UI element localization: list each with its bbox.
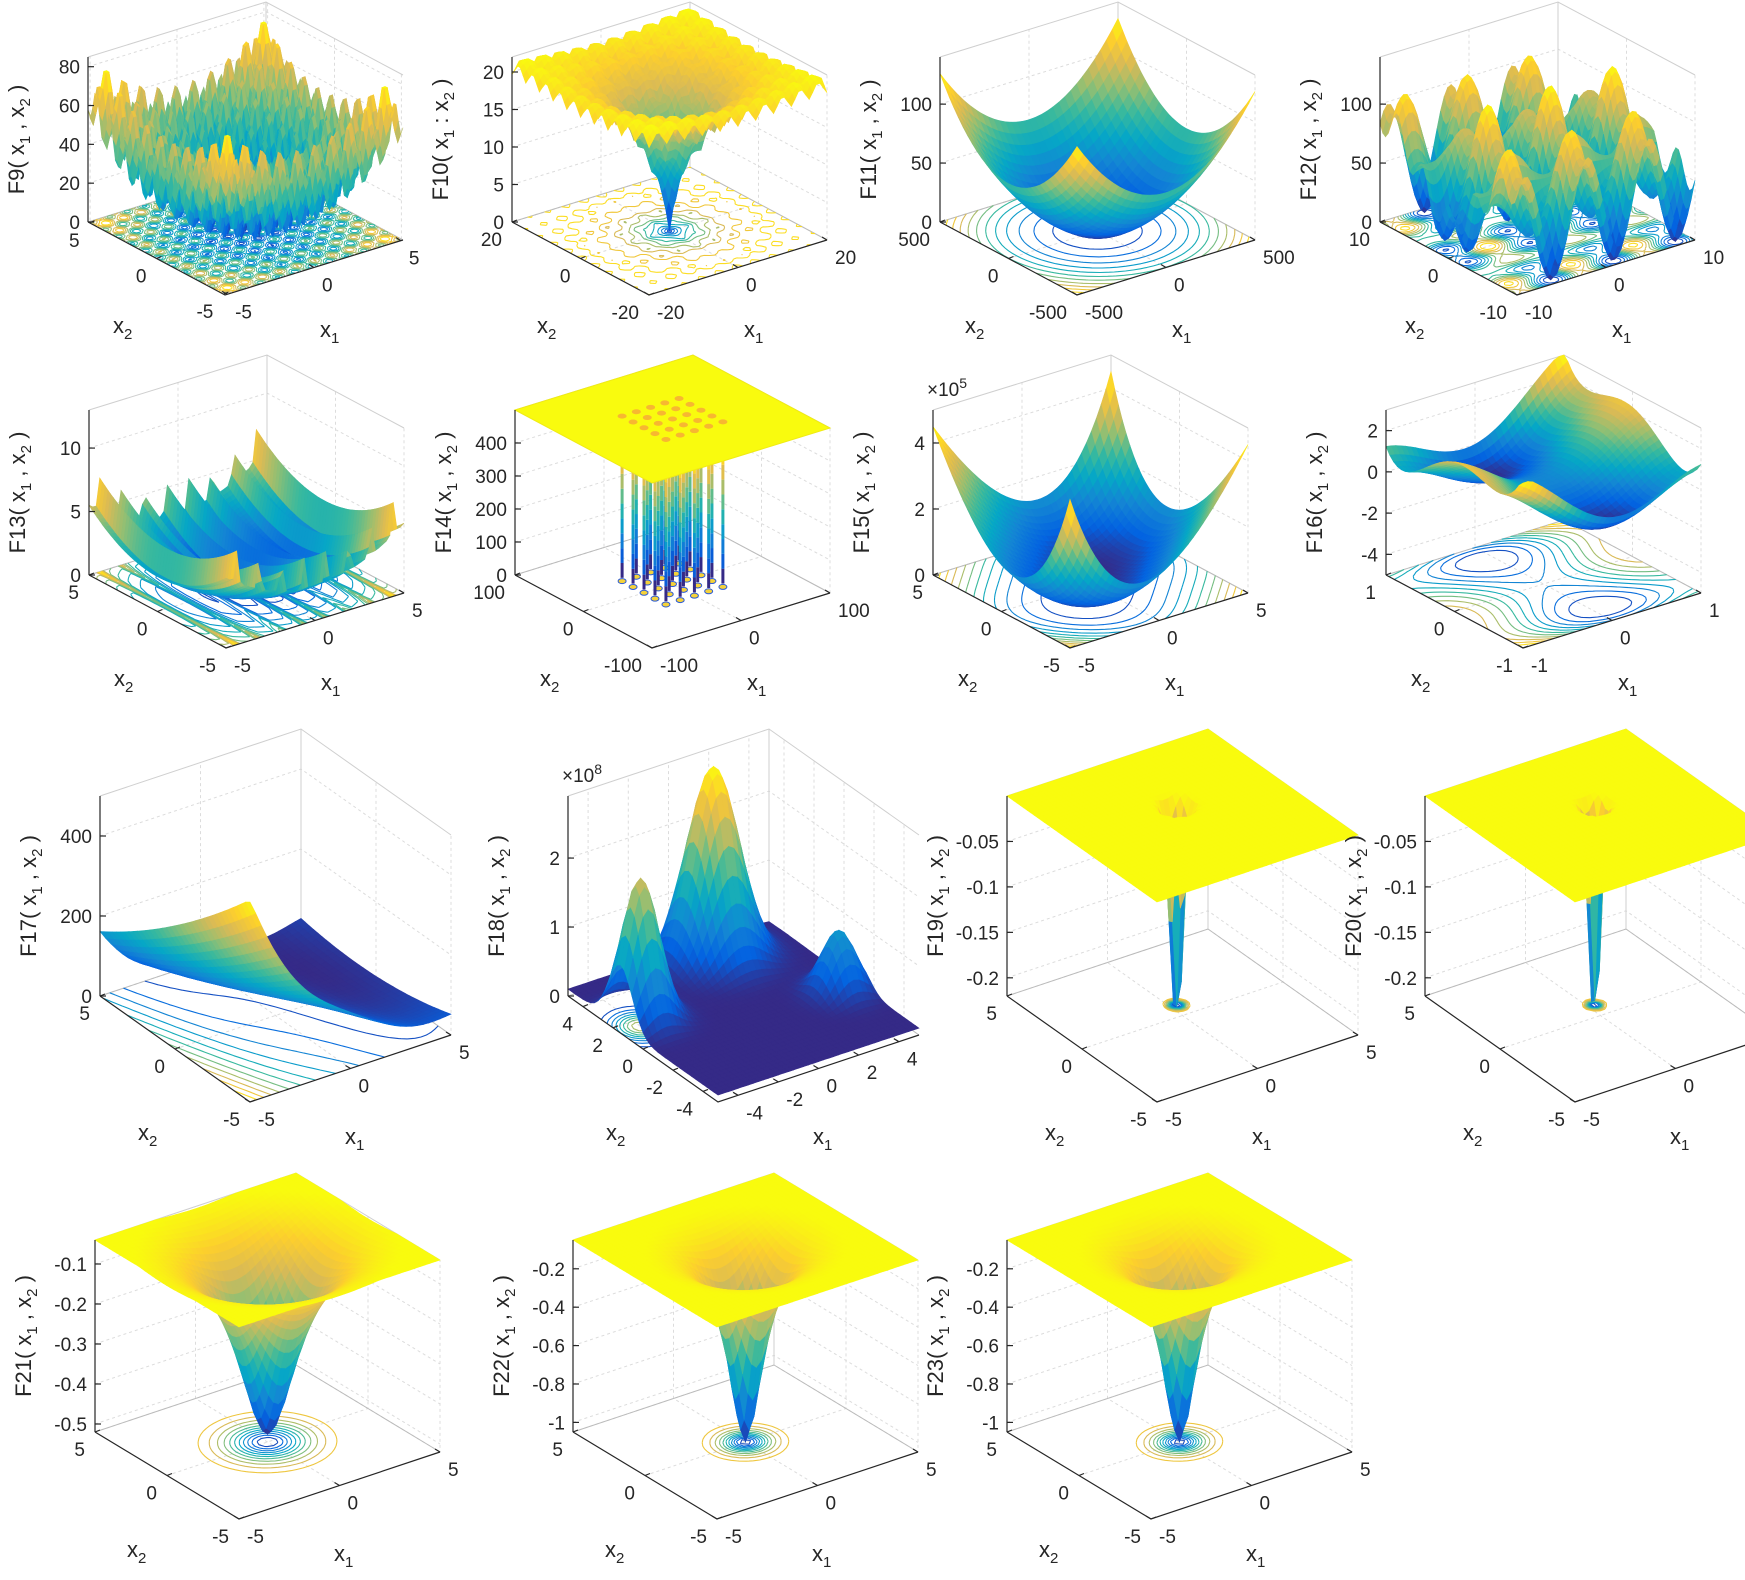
x2-tick-label: 0 [136, 267, 147, 288]
contour-level [660, 227, 679, 235]
contour-line [619, 210, 720, 252]
surface-facet [222, 181, 229, 197]
x1-axis-label: x1 [320, 317, 339, 347]
contour-level [604, 204, 735, 258]
x1-tick [395, 237, 402, 242]
floor-contours [512, 166, 827, 296]
x2-tick [89, 220, 95, 224]
x2-tick [156, 255, 162, 260]
contour-level [583, 195, 756, 267]
x1-tick-label: -5 [235, 302, 252, 323]
axes [87, 57, 404, 296]
x2-tick [223, 291, 229, 295]
x1-tick [308, 263, 315, 269]
z-tick-label: 80 [59, 58, 80, 79]
surface [87, 21, 404, 241]
z-axis-label: F9( x1 , x2 ) [4, 85, 34, 195]
contour-line [633, 216, 706, 246]
x2-tick-label: -5 [196, 302, 213, 323]
z-tick-label: 40 [59, 135, 80, 156]
contour-line [583, 195, 756, 267]
z-tick-label: 20 [59, 174, 80, 195]
contour-level [642, 219, 697, 243]
z-tick-label: 0 [69, 213, 80, 234]
contour-level [633, 216, 706, 246]
contour-line [660, 227, 679, 235]
x2-tick-label: 5 [69, 231, 80, 252]
contour-line [666, 229, 673, 233]
x1-gridline [176, 29, 315, 268]
x2-axis-label: x2 [113, 313, 132, 343]
contour-level [666, 229, 673, 233]
z-tick-label: 60 [59, 97, 80, 118]
contour-level [664, 228, 675, 234]
contour-level [649, 222, 690, 240]
floor-axis-lines [87, 221, 404, 296]
x1-tick-label: 0 [322, 276, 333, 297]
contour-line [604, 204, 735, 258]
x1-tick [221, 290, 228, 295]
contour-line [664, 228, 675, 234]
contour-line [642, 219, 697, 243]
x1-gridline [89, 56, 228, 295]
contour-level [657, 225, 682, 237]
contour-line [649, 222, 690, 240]
contour-level [619, 210, 720, 252]
surface [511, 8, 828, 232]
x1-tick-label: 5 [409, 249, 420, 270]
contour-line [657, 225, 682, 237]
box-floor-edge [511, 166, 828, 241]
